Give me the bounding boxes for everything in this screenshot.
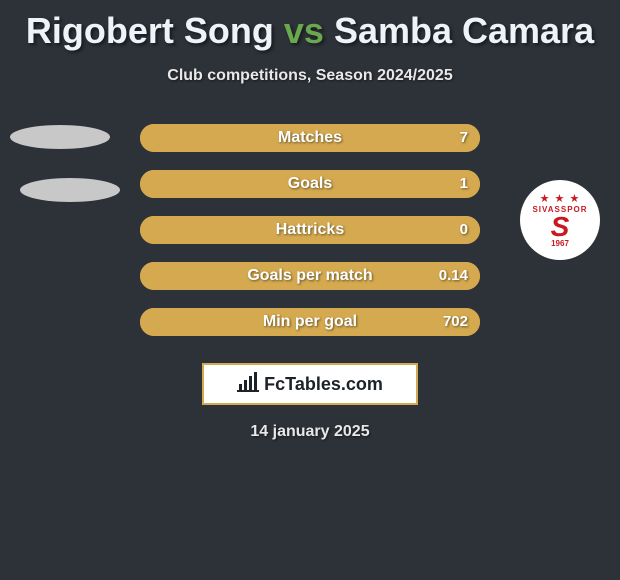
subtitle: Club competitions, Season 2024/2025 [0, 67, 620, 85]
stat-bar: Hattricks 0 [140, 216, 480, 244]
stat-label: Matches [140, 124, 480, 152]
brand-text: FcTables.com [264, 374, 383, 395]
stat-row: Hattricks 0 [0, 207, 620, 253]
page-title: Rigobert Song vs Samba Camara [0, 0, 620, 52]
stat-label: Goals per match [140, 262, 480, 290]
stat-value-right: 1 [460, 170, 468, 198]
stat-value-right: 0 [460, 216, 468, 244]
brand-rest: Tables.com [285, 374, 383, 394]
stat-row: Matches 7 [0, 115, 620, 161]
stat-label: Min per goal [140, 308, 480, 336]
stat-value-right: 702 [443, 308, 468, 336]
stat-label: Hattricks [140, 216, 480, 244]
title-vs: vs [284, 10, 324, 51]
stat-bar: Goals 1 [140, 170, 480, 198]
title-player1: Rigobert Song [26, 10, 274, 51]
brand-prefix: Fc [264, 374, 285, 394]
stat-value-right: 0.14 [439, 262, 468, 290]
brand-box: FcTables.com [202, 363, 418, 405]
dateline: 14 january 2025 [0, 423, 620, 441]
stats-list: Matches 7 Goals 1 Hattricks 0 [0, 115, 620, 345]
stat-bar: Matches 7 [140, 124, 480, 152]
stat-row: Goals per match 0.14 [0, 253, 620, 299]
stat-label: Goals [140, 170, 480, 198]
comparison-infographic: Rigobert Song vs Samba Camara Club compe… [0, 0, 620, 580]
stat-row: Goals 1 [0, 161, 620, 207]
stat-value-right: 7 [460, 124, 468, 152]
stat-row: Min per goal 702 [0, 299, 620, 345]
bar-chart-icon [237, 372, 261, 397]
title-player2: Samba Camara [334, 10, 594, 51]
stat-bar: Min per goal 702 [140, 308, 480, 336]
stat-bar: Goals per match 0.14 [140, 262, 480, 290]
